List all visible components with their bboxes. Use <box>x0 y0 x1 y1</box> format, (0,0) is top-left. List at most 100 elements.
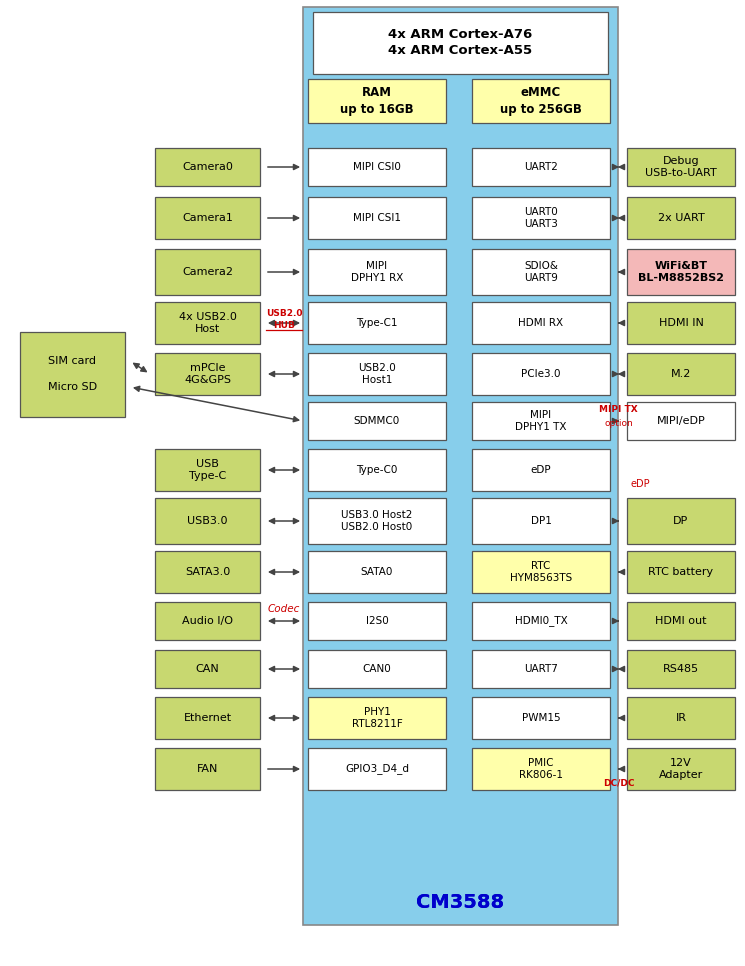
Text: 2x UART: 2x UART <box>658 213 704 223</box>
Text: Micro SD: Micro SD <box>48 382 97 392</box>
Text: option: option <box>604 418 633 428</box>
FancyBboxPatch shape <box>308 353 446 395</box>
Text: DC/DC: DC/DC <box>603 779 634 787</box>
Text: Ethernet: Ethernet <box>183 713 232 723</box>
Text: USB2.0
Host1: USB2.0 Host1 <box>358 363 396 385</box>
Text: RAM
up to 16GB: RAM up to 16GB <box>340 87 413 116</box>
Text: SDIO&
UART9: SDIO& UART9 <box>524 261 558 283</box>
Text: SIM card: SIM card <box>48 356 97 366</box>
Text: USB3.0 Host2
USB2.0 Host0: USB3.0 Host2 USB2.0 Host0 <box>341 510 413 532</box>
FancyBboxPatch shape <box>627 302 735 344</box>
FancyBboxPatch shape <box>155 249 260 295</box>
Text: SATA3.0: SATA3.0 <box>185 567 230 577</box>
Text: CAN: CAN <box>196 664 219 674</box>
Text: Camera1: Camera1 <box>182 213 233 223</box>
Text: Codec: Codec <box>267 604 300 614</box>
FancyBboxPatch shape <box>472 402 610 440</box>
Text: HDMI0_TX: HDMI0_TX <box>515 615 568 627</box>
FancyBboxPatch shape <box>627 551 735 593</box>
Text: mPCIe
4G&GPS: mPCIe 4G&GPS <box>184 363 231 385</box>
FancyBboxPatch shape <box>472 697 610 739</box>
FancyBboxPatch shape <box>308 449 446 491</box>
FancyBboxPatch shape <box>627 650 735 688</box>
FancyBboxPatch shape <box>472 498 610 544</box>
FancyBboxPatch shape <box>308 402 446 440</box>
FancyBboxPatch shape <box>308 650 446 688</box>
FancyBboxPatch shape <box>155 697 260 739</box>
FancyBboxPatch shape <box>313 12 608 74</box>
Text: MIPI/eDP: MIPI/eDP <box>656 416 706 426</box>
Text: eMMC
up to 256GB: eMMC up to 256GB <box>500 87 582 116</box>
Text: 4x USB2.0
Host: 4x USB2.0 Host <box>179 312 236 334</box>
Text: CM3588: CM3588 <box>416 894 504 913</box>
Text: HDMI out: HDMI out <box>656 616 707 626</box>
Text: USB2.0: USB2.0 <box>266 308 302 318</box>
FancyBboxPatch shape <box>155 302 260 344</box>
Text: 4x ARM Cortex-A76
4x ARM Cortex-A55: 4x ARM Cortex-A76 4x ARM Cortex-A55 <box>388 29 533 58</box>
FancyBboxPatch shape <box>472 449 610 491</box>
Text: PHY1
RTL8211F: PHY1 RTL8211F <box>352 707 402 729</box>
FancyBboxPatch shape <box>155 148 260 186</box>
Text: DP1: DP1 <box>530 516 551 526</box>
FancyBboxPatch shape <box>155 551 260 593</box>
FancyBboxPatch shape <box>627 353 735 395</box>
Text: HDMI RX: HDMI RX <box>519 318 563 328</box>
FancyBboxPatch shape <box>472 748 610 790</box>
FancyBboxPatch shape <box>627 249 735 295</box>
FancyBboxPatch shape <box>308 148 446 186</box>
Text: CM3588: CM3588 <box>416 894 504 913</box>
FancyBboxPatch shape <box>155 650 260 688</box>
Text: Type-C1: Type-C1 <box>356 318 398 328</box>
FancyBboxPatch shape <box>155 197 260 239</box>
Text: CAN0: CAN0 <box>363 664 391 674</box>
Text: GPIO3_D4_d: GPIO3_D4_d <box>345 763 409 775</box>
Text: HDMI IN: HDMI IN <box>659 318 703 328</box>
FancyBboxPatch shape <box>472 249 610 295</box>
Text: PCIe3.0: PCIe3.0 <box>522 369 561 379</box>
Text: MIPI CSI0: MIPI CSI0 <box>353 162 401 172</box>
Text: UART0
UART3: UART0 UART3 <box>524 207 558 229</box>
Text: Debug
USB-to-UART: Debug USB-to-UART <box>645 156 717 178</box>
Text: FAN: FAN <box>197 764 218 774</box>
FancyBboxPatch shape <box>472 650 610 688</box>
FancyBboxPatch shape <box>308 551 446 593</box>
Text: eDP: eDP <box>630 479 650 489</box>
FancyBboxPatch shape <box>155 498 260 544</box>
FancyBboxPatch shape <box>308 79 446 123</box>
FancyBboxPatch shape <box>627 148 735 186</box>
FancyBboxPatch shape <box>472 148 610 186</box>
Text: USB
Type-C: USB Type-C <box>189 459 226 481</box>
Text: SDMMC0: SDMMC0 <box>354 416 400 426</box>
Text: MIPI
DPHY1 TX: MIPI DPHY1 TX <box>516 410 567 432</box>
FancyBboxPatch shape <box>472 602 610 640</box>
FancyBboxPatch shape <box>627 602 735 640</box>
FancyBboxPatch shape <box>20 331 125 416</box>
FancyBboxPatch shape <box>627 697 735 739</box>
Text: Type-C0: Type-C0 <box>356 465 398 475</box>
FancyBboxPatch shape <box>155 602 260 640</box>
FancyBboxPatch shape <box>308 302 446 344</box>
FancyBboxPatch shape <box>308 748 446 790</box>
Text: USB3.0: USB3.0 <box>187 516 228 526</box>
Text: UART2: UART2 <box>524 162 558 172</box>
FancyBboxPatch shape <box>472 302 610 344</box>
FancyBboxPatch shape <box>627 402 735 440</box>
FancyBboxPatch shape <box>308 602 446 640</box>
Text: DP: DP <box>673 516 688 526</box>
FancyBboxPatch shape <box>627 748 735 790</box>
FancyBboxPatch shape <box>627 197 735 239</box>
Text: MIPI CSI1: MIPI CSI1 <box>353 213 401 223</box>
FancyBboxPatch shape <box>155 748 260 790</box>
FancyBboxPatch shape <box>472 551 610 593</box>
FancyBboxPatch shape <box>303 7 618 925</box>
FancyBboxPatch shape <box>308 498 446 544</box>
FancyBboxPatch shape <box>308 697 446 739</box>
Text: Audio I/O: Audio I/O <box>182 616 233 626</box>
Text: HUB: HUB <box>273 321 295 329</box>
FancyBboxPatch shape <box>472 197 610 239</box>
FancyBboxPatch shape <box>627 498 735 544</box>
FancyBboxPatch shape <box>472 79 610 123</box>
Text: eDP: eDP <box>530 465 551 475</box>
Text: PMIC
RK806-1: PMIC RK806-1 <box>519 757 563 781</box>
Text: MIPI
DPHY1 RX: MIPI DPHY1 RX <box>351 261 403 283</box>
